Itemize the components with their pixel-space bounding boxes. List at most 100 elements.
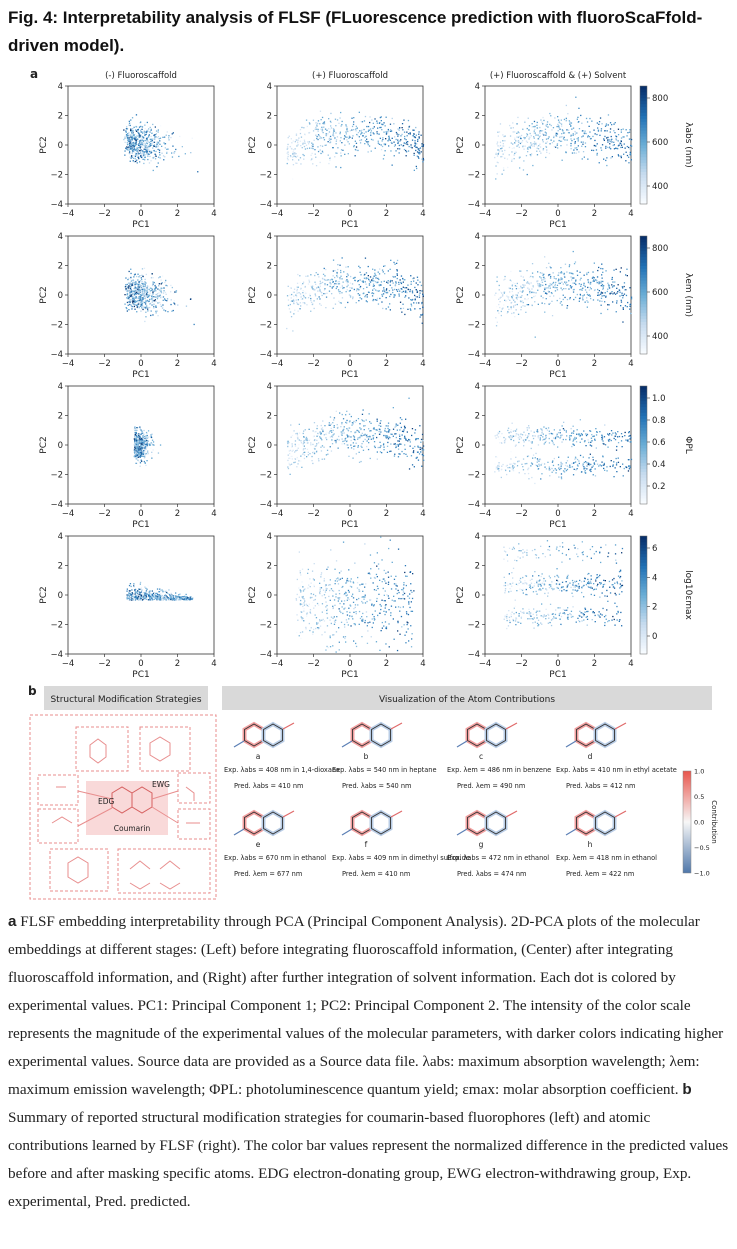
data-point (155, 305, 157, 307)
data-point (310, 297, 312, 300)
colorbar-segment (640, 195, 647, 199)
data-point (514, 285, 517, 287)
data-point (140, 296, 142, 298)
data-point (133, 299, 135, 301)
data-point (362, 280, 364, 282)
data-point (329, 446, 331, 448)
data-point (146, 152, 148, 154)
colorbar-segment (640, 100, 647, 105)
data-point (364, 273, 366, 276)
data-point (393, 276, 395, 278)
data-point (516, 136, 518, 138)
data-point (139, 456, 141, 458)
data-point (304, 447, 306, 450)
data-point (417, 140, 419, 142)
data-point (136, 150, 138, 153)
data-point (393, 294, 395, 296)
data-point (294, 155, 297, 158)
data-point (560, 478, 563, 480)
data-point (620, 156, 622, 159)
data-point (134, 451, 136, 453)
data-point (575, 152, 577, 154)
data-point (520, 287, 522, 289)
data-point (515, 140, 517, 142)
data-point (130, 295, 132, 297)
y-tick-label: 2 (267, 262, 272, 272)
data-point (321, 150, 324, 152)
data-point (348, 455, 350, 457)
data-point (419, 292, 421, 294)
data-point (143, 454, 146, 457)
data-point (158, 138, 160, 140)
data-point (337, 281, 339, 283)
data-point (357, 288, 359, 290)
colorbar-segment (640, 168, 647, 172)
data-point (140, 125, 142, 128)
data-point (152, 169, 154, 172)
data-point (126, 144, 129, 146)
data-point (374, 433, 376, 435)
data-point (355, 130, 357, 132)
data-point (388, 138, 390, 140)
data-point (521, 291, 523, 293)
data-point (140, 153, 142, 155)
data-point (592, 280, 594, 282)
data-point (601, 144, 604, 146)
data-point (629, 129, 631, 131)
data-point (329, 139, 331, 141)
data-point (300, 440, 302, 442)
data-point (123, 129, 125, 131)
data-point (568, 120, 570, 122)
data-point (302, 294, 305, 297)
data-point (566, 435, 568, 437)
data-point (150, 142, 152, 145)
data-point (604, 135, 606, 138)
data-point (572, 474, 575, 476)
data-point (340, 275, 342, 277)
data-point (536, 280, 538, 282)
data-point (291, 445, 293, 447)
data-point (407, 141, 409, 143)
data-point (136, 289, 138, 292)
data-point (556, 287, 558, 289)
data-point (516, 465, 519, 467)
data-point (146, 289, 148, 291)
data-point (290, 155, 292, 158)
colorbar-segment (640, 124, 647, 128)
data-point (289, 287, 291, 289)
data-point (615, 464, 618, 466)
data-point (413, 154, 415, 156)
data-point (335, 143, 337, 145)
data-point (514, 445, 517, 447)
data-point (149, 126, 151, 129)
data-point (509, 467, 512, 469)
data-point (616, 287, 618, 289)
data-point (510, 142, 512, 144)
data-point (330, 138, 332, 140)
data-point (555, 436, 557, 439)
data-point (345, 266, 347, 268)
data-point (140, 305, 143, 307)
data-point (516, 282, 518, 285)
data-point (365, 277, 367, 279)
data-point (139, 287, 142, 289)
data-point (572, 432, 575, 434)
data-point (321, 128, 323, 130)
data-point (571, 462, 573, 465)
data-point (346, 286, 348, 288)
data-point (137, 129, 139, 131)
data-point (571, 152, 574, 154)
data-point (328, 128, 330, 130)
data-point (521, 141, 523, 143)
x-tick-label: 4 (420, 209, 425, 219)
data-point (533, 137, 535, 139)
data-point (575, 283, 577, 286)
data-point (550, 267, 552, 269)
data-point (613, 461, 615, 463)
data-point (137, 444, 139, 447)
data-point (552, 464, 555, 467)
data-point (532, 291, 534, 294)
data-point (158, 142, 160, 144)
data-point (560, 140, 563, 142)
data-point (300, 305, 302, 307)
